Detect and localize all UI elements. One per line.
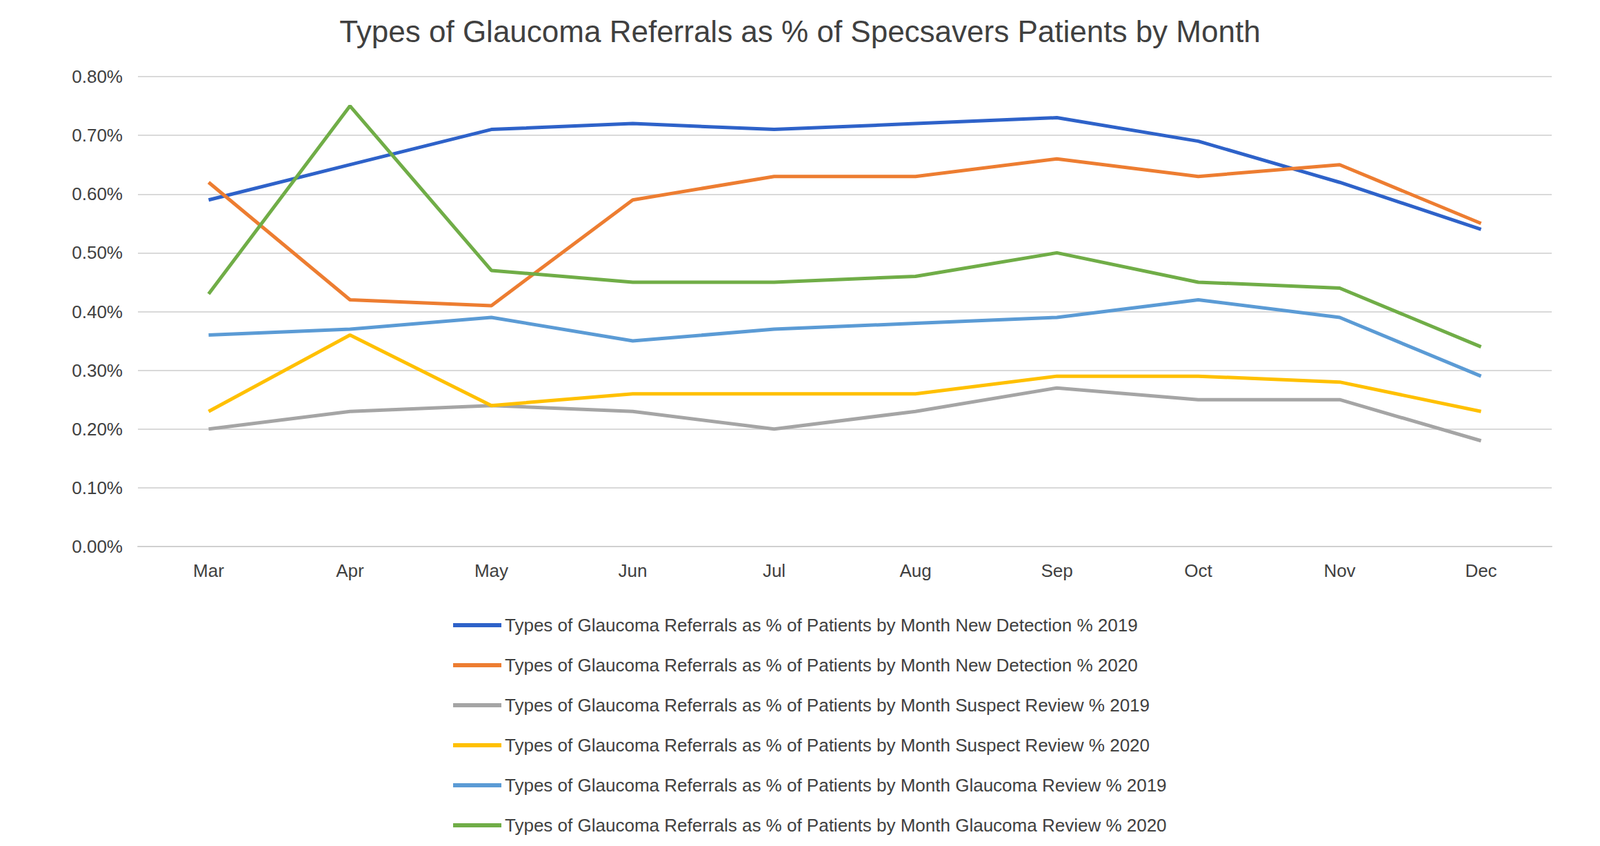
svg-text:0.70%: 0.70% bbox=[71, 124, 123, 146]
svg-text:Sep: Sep bbox=[1040, 560, 1073, 581]
svg-text:Nov: Nov bbox=[1323, 560, 1356, 581]
svg-text:Jul: Jul bbox=[762, 560, 786, 581]
svg-text:Jun: Jun bbox=[618, 560, 648, 581]
svg-text:Types of Glaucoma Referrals as: Types of Glaucoma Referrals as % of Spec… bbox=[339, 14, 1260, 49]
svg-text:Types of Glaucoma Referrals as: Types of Glaucoma Referrals as % of Pati… bbox=[504, 654, 1138, 676]
svg-text:Aug: Aug bbox=[899, 560, 932, 581]
svg-text:Oct: Oct bbox=[1184, 560, 1213, 581]
svg-text:0.20%: 0.20% bbox=[71, 418, 123, 440]
svg-text:0.40%: 0.40% bbox=[71, 301, 123, 323]
svg-text:Types of Glaucoma Referrals as: Types of Glaucoma Referrals as % of Pati… bbox=[504, 694, 1150, 716]
svg-text:May: May bbox=[474, 560, 509, 581]
svg-text:Types of Glaucoma Referrals as: Types of Glaucoma Referrals as % of Pati… bbox=[504, 614, 1138, 636]
svg-text:0.30%: 0.30% bbox=[71, 360, 123, 381]
svg-text:0.80%: 0.80% bbox=[71, 66, 123, 87]
svg-text:0.60%: 0.60% bbox=[71, 183, 123, 205]
svg-text:Types of Glaucoma Referrals as: Types of Glaucoma Referrals as % of Pati… bbox=[504, 774, 1167, 796]
svg-text:0.10%: 0.10% bbox=[71, 477, 123, 498]
svg-text:Mar: Mar bbox=[193, 560, 225, 581]
svg-text:Types of Glaucoma Referrals as: Types of Glaucoma Referrals as % of Pati… bbox=[504, 814, 1167, 836]
svg-text:Dec: Dec bbox=[1464, 560, 1497, 581]
svg-text:Apr: Apr bbox=[335, 560, 365, 581]
svg-text:0.00%: 0.00% bbox=[71, 535, 123, 557]
svg-text:0.50%: 0.50% bbox=[71, 242, 123, 263]
svg-text:Types of Glaucoma Referrals as: Types of Glaucoma Referrals as % of Pati… bbox=[504, 734, 1150, 756]
